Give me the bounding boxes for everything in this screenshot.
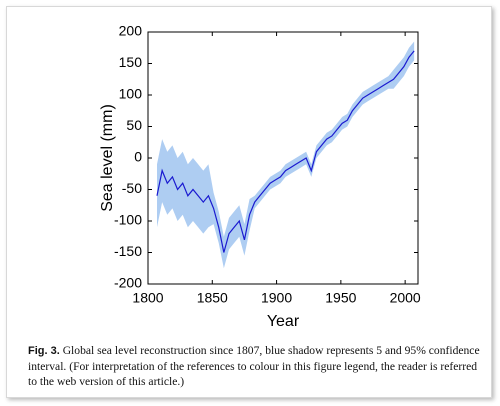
x-tick-label: 1800 [132,290,163,306]
caption: Fig. 3. Global sea level reconstruction … [28,343,486,389]
confidence-band [157,41,415,269]
y-tick-label: 200 [119,23,143,39]
sea-level-line [156,50,415,253]
y-tick-label: -100 [114,212,142,228]
y-tick-label: 100 [119,86,143,102]
y-tick-label: 150 [119,54,143,70]
y-tick-label: 0 [134,149,142,165]
y-tick-label: -200 [114,275,142,291]
y-tick-label: -150 [114,243,142,259]
x-tick-label: 2000 [390,290,421,306]
plot-frame [147,31,419,285]
caption-text: Global sea level reconstruction since 18… [28,344,480,388]
y-tick-label: 50 [126,117,142,133]
x-tick-label: 1900 [261,290,292,306]
y-axis-label: Sea level (mm) [99,104,116,212]
x-tick-label: 1850 [197,290,228,306]
x-tick-label: 1950 [325,290,356,306]
y-tick-label: -50 [122,180,142,196]
x-axis-label: Year [267,313,300,330]
caption-label: Fig. 3. [28,345,60,357]
